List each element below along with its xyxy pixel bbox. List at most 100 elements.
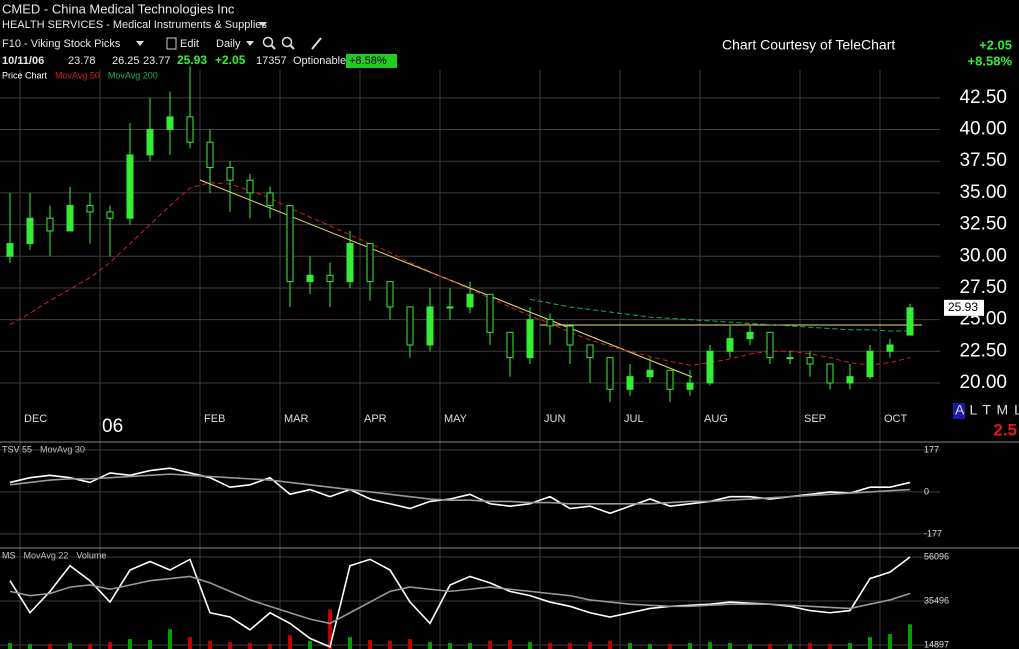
y-tick-label: 42.50 (959, 87, 1007, 108)
candle-body (866, 350, 874, 378)
y-tick-label: 0 (924, 486, 929, 496)
candle-body (846, 376, 854, 384)
volume-bar (308, 641, 312, 649)
candle-body (366, 243, 374, 283)
dropdown-arrow[interactable] (136, 41, 144, 46)
y-tick-label: 37.50 (959, 150, 1007, 171)
volume-bar (528, 642, 532, 649)
y-tick-label: 32.50 (959, 214, 1007, 235)
candle-body (426, 306, 434, 346)
volume-bar (568, 643, 572, 649)
candle-body (786, 357, 794, 360)
volume-bar (708, 642, 712, 649)
series-line (529, 298, 910, 332)
candle-body (286, 205, 294, 283)
candle-body (66, 205, 74, 232)
volume-bar (288, 635, 292, 649)
volume-bar (788, 644, 792, 649)
quote-high: 26.25 (112, 55, 140, 67)
altml[interactable]: A L T M L (955, 402, 1019, 418)
series-line (9, 473, 911, 505)
volume-bar (428, 642, 432, 649)
x-tick-label: APR (364, 413, 387, 425)
volume-bar (848, 643, 852, 649)
legend-entry: MovAvg 200 (108, 70, 158, 80)
volume-bar (328, 609, 332, 649)
volume-bar (868, 637, 872, 649)
y-tick-label: 56096 (924, 551, 949, 561)
candle-body (46, 217, 54, 232)
quote-date: 10/11/06 (2, 55, 44, 67)
candle-body (506, 331, 514, 359)
last-price-label: 25.93 (948, 300, 978, 314)
volume-bar (448, 643, 452, 649)
zoom-out[interactable] (281, 36, 293, 48)
quote-open: 23.78 (68, 55, 96, 67)
dropdown-arrow[interactable] (246, 41, 254, 46)
series-line (9, 182, 911, 366)
legend-entry: Volume (76, 550, 106, 560)
y-tick-label: 14897 (924, 639, 949, 649)
volume-bar (348, 637, 352, 649)
volume-bar (8, 643, 12, 649)
volume-bar (468, 643, 472, 649)
x-tick-label: MAR (284, 413, 309, 425)
candle-body (906, 307, 914, 336)
candle-body (386, 281, 394, 308)
edit-button[interactable]: Edit (180, 38, 199, 50)
series-line (9, 575, 911, 625)
volume-bar (728, 643, 732, 649)
volume-bar (168, 629, 172, 649)
candle-body (186, 116, 194, 143)
volume-bar (608, 641, 612, 649)
candle-body (526, 319, 534, 359)
y-tick-label: 35.00 (959, 182, 1007, 203)
legend-entry: MovAvg 30 (40, 444, 85, 454)
volume-bar (748, 644, 752, 649)
y-tick-label: 35496 (924, 595, 949, 605)
volume-bar (548, 643, 552, 649)
legend-entry: MS (2, 550, 16, 560)
volume-bar (268, 644, 272, 649)
candle-body (86, 205, 94, 213)
candle-body (626, 376, 634, 390)
optionable: Optionable (293, 55, 346, 67)
dropdown-arrow[interactable] (259, 22, 267, 27)
zoom-out[interactable] (289, 44, 295, 50)
candle-body (226, 167, 234, 181)
zoom-in[interactable] (270, 44, 276, 50)
period-select[interactable]: Daily (216, 38, 241, 50)
y-tick-label: 22.50 (959, 340, 1007, 361)
y-tick-label: 177 (924, 444, 939, 454)
industry[interactable]: HEALTH SERVICES - Medical Instruments & … (2, 19, 267, 31)
candle-body (326, 274, 334, 283)
candle-body (666, 369, 674, 390)
edit-icon[interactable] (166, 37, 177, 50)
candle-body (6, 243, 14, 257)
candle-body (686, 382, 694, 390)
x-tick-label: OCT (884, 413, 908, 425)
volume-bar (48, 644, 52, 649)
y-tick-label: 30.00 (959, 245, 1007, 266)
candle-body (166, 116, 174, 131)
x-tick-label: FEB (204, 413, 225, 425)
candle-body (706, 350, 714, 384)
draw-tool[interactable] (311, 37, 322, 50)
y-tick-label: 40.00 (959, 119, 1007, 140)
altml-highlight[interactable] (953, 403, 965, 419)
x-tick-label: JUL (624, 413, 644, 425)
candle-body (606, 357, 614, 390)
legend-title: Price Chart (2, 70, 48, 80)
candle-body (346, 243, 354, 283)
watchlist[interactable]: F10 - Viking Stock Picks (2, 38, 121, 50)
volume-bar (88, 644, 92, 649)
symbol-title: CMED - China Medical Technologies Inc (2, 1, 235, 16)
zoom-in[interactable] (262, 36, 274, 48)
candle-body (26, 217, 34, 245)
volume-bar (408, 639, 412, 649)
courtesy: Chart Courtesy of TeleChart (722, 37, 895, 53)
x-tick-label: MAY (444, 413, 468, 425)
candle-body (746, 331, 754, 340)
